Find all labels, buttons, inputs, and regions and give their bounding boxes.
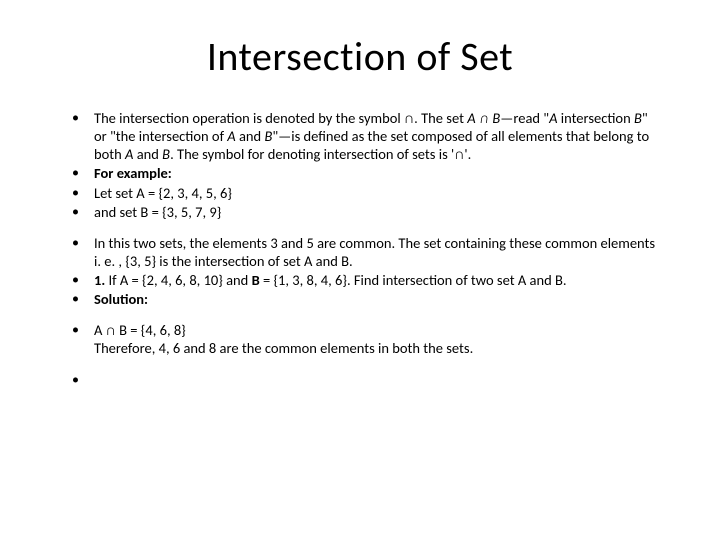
text-run: The intersection operation is denoted by… [94, 109, 464, 127]
text-run: and [133, 145, 162, 163]
spacer [48, 359, 672, 371]
slide-title: Intersection of Set [48, 32, 672, 81]
bullet-item-set-a: Let set A = {2, 3, 4, 5, 6} [66, 184, 662, 202]
bullet-item-set-b: and set B = {3, 5, 7, 9} [66, 203, 662, 221]
bullet-list: A ∩ B = {4, 6, 8} Therefore, 4, 6 and 8 … [48, 321, 672, 357]
bullet-item-problem-1: 1. If A = {2, 4, 6, 8, 10} and B = {1, 3… [66, 271, 662, 289]
text-run-bold: Solution: [94, 290, 148, 308]
text-run: Therefore, 4, 6 and 8 are the common ele… [94, 339, 473, 357]
bullet-item-solution-label: Solution: [66, 290, 662, 308]
text-run-italic: B [634, 109, 642, 127]
bullet-item-for-example: For example: [66, 164, 662, 182]
bullet-item-common-elements: In this two sets, the elements 3 and 5 a… [66, 234, 662, 270]
text-run: —read " [500, 109, 549, 127]
text-run: If A = {2, 4, 6, 8, 10} and [105, 271, 251, 289]
bullet-item-empty [66, 371, 662, 387]
slide: Intersection of Set The intersection ope… [0, 0, 720, 540]
text-run-italic: A ∩ B [464, 109, 500, 127]
bullet-item-answer: A ∩ B = {4, 6, 8} Therefore, 4, 6 and 8 … [66, 321, 662, 357]
text-run: A ∩ B = {4, 6, 8} [94, 321, 186, 339]
text-run: . The symbol for denoting intersection o… [170, 145, 471, 163]
text-run-bold: B [252, 271, 260, 289]
bullet-list [48, 371, 672, 387]
text-run: and [236, 127, 265, 145]
text-run-bold: 1. [94, 271, 105, 289]
text-run-italic: B [162, 145, 170, 163]
bullet-list: In this two sets, the elements 3 and 5 a… [48, 234, 672, 309]
text-run-italic: A [227, 127, 235, 145]
spacer [48, 309, 672, 321]
bullet-item-intersection-definition: The intersection operation is denoted by… [66, 109, 662, 163]
text-run: intersection [558, 109, 634, 127]
text-run-bold: For example: [94, 164, 172, 182]
spacer [48, 222, 672, 234]
text-run-italic: A [549, 109, 557, 127]
text-run: = {1, 3, 8, 4, 6}. Find intersection of … [260, 271, 567, 289]
bullet-list: The intersection operation is denoted by… [48, 109, 672, 221]
